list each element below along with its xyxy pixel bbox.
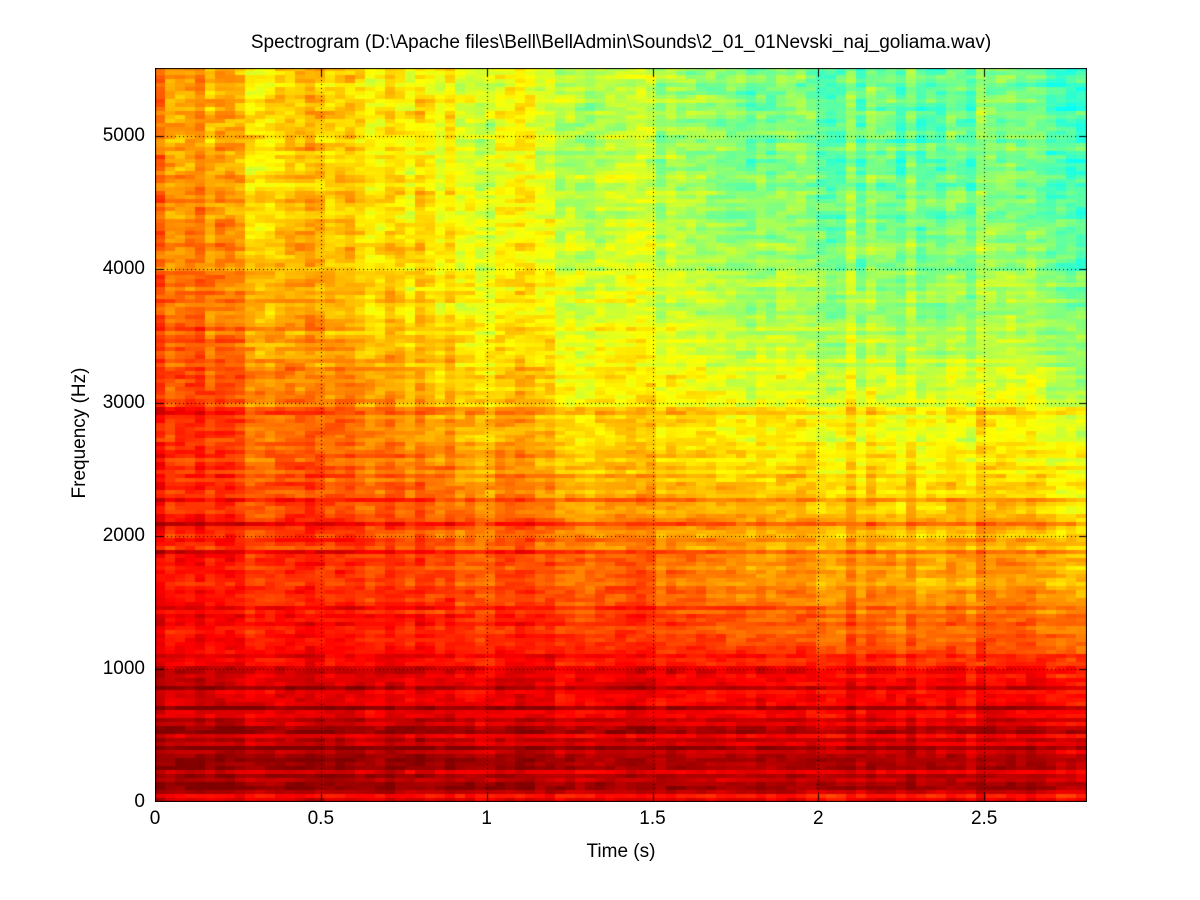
y-tick-label: 3000 (102, 391, 145, 413)
y-tick-label: 2000 (102, 524, 145, 546)
y-tick-label: 0 (134, 791, 145, 812)
x-tick-label: 2.5 (970, 808, 998, 829)
x-tick-label: 1.5 (639, 808, 666, 829)
y-tick-label: 1000 (102, 657, 145, 679)
x-tick-label: 0 (149, 808, 161, 829)
y-tick-label: 4000 (102, 258, 145, 280)
x-tick-label: 0.5 (307, 808, 335, 829)
y-axis-label: Frequency (Hz) (69, 367, 90, 499)
y-tick-label: 5000 (102, 125, 145, 147)
spectrogram-heatmap (155, 68, 1087, 802)
x-axis-label: Time (s) (586, 841, 656, 862)
chart-title: Spectrogram (D:\Apache files\Bell\BellAd… (250, 32, 992, 53)
x-tick-label: 1 (481, 808, 492, 829)
x-tick-label: 2 (813, 808, 824, 829)
